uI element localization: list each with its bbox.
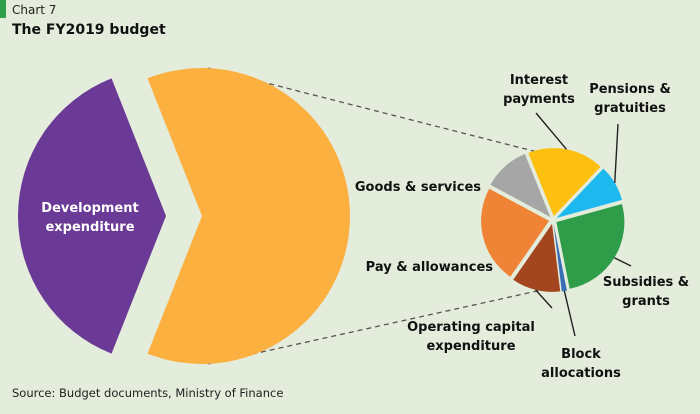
detail-pie-slice-interest-payments (528, 148, 601, 217)
main-pie-slice-budget-breakdown (147, 67, 350, 364)
chart-number: Chart 7 (12, 3, 57, 17)
source-note: Source: Budget documents, Ministry of Fi… (12, 386, 284, 400)
accent-bar (0, 0, 6, 18)
detail-pie (481, 148, 625, 292)
leader-line-pensions-gratuities (614, 123, 619, 184)
detail-pie-label-interest-payments: Interest payments (503, 73, 575, 107)
detail-pie-label-goods-services: Goods & services (355, 180, 481, 195)
detail-pie-slice-subsidies-grants (556, 203, 625, 289)
detail-pie-label-pay-allowances: Pay & allowances (366, 260, 494, 275)
detail-pie-slice-pay-allowances (481, 188, 550, 277)
leader-line-interest-payments (535, 112, 568, 150)
detail-pie-slice-block-allocations (553, 223, 567, 292)
detail-pie-slice-operating-capital-expenditure (513, 223, 561, 292)
detail-pie-slice-pensions-gratuities (556, 168, 622, 218)
detail-pie-label-block-allocations: Block allocations (541, 347, 621, 381)
detail-pie-label-subsidies-grants: Subsidies & grants (603, 275, 689, 309)
detail-pie-label-operating-capital-expenditure: Operating capital expenditure (407, 320, 535, 354)
connector-line-bottom (208, 287, 551, 365)
detail-pie-slice-goods-services (490, 153, 551, 218)
leader-lines (535, 112, 632, 337)
detail-pie-label-pensions-gratuities: Pensions & gratuities (589, 82, 671, 116)
leader-line-subsidies-grants (613, 257, 632, 267)
main-pie-label-development-expenditure: Development expenditure (41, 201, 138, 235)
main-pie (17, 67, 350, 364)
leader-line-block-allocations (563, 290, 576, 337)
slice-labels: Development expenditure Interest payments Pe… (41, 73, 689, 381)
chart-title: The FY2019 budget (12, 22, 166, 38)
main-pie-slice-development-expenditure (17, 78, 166, 354)
leader-line-operating-capital-expenditure (535, 289, 553, 309)
